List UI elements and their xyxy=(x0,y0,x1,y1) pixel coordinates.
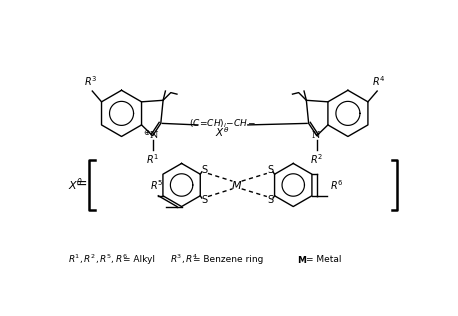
Text: S: S xyxy=(202,165,208,175)
Text: S: S xyxy=(267,165,273,175)
Text: $R^6$: $R^6$ xyxy=(330,178,344,192)
Text: = Metal: = Metal xyxy=(306,255,342,264)
Text: $R^5$: $R^5$ xyxy=(150,178,163,192)
Text: $R^2$: $R^2$ xyxy=(310,152,323,166)
Text: $R^3, R^4$: $R^3, R^4$ xyxy=(170,253,198,266)
Text: $(C\!=\!CH)_{l}\!-\!CH\!-$: $(C\!=\!CH)_{l}\!-\!CH\!-$ xyxy=(189,118,256,131)
Text: N: N xyxy=(312,131,320,140)
Text: $M$: $M$ xyxy=(231,179,243,191)
Text: $\mathbf{M}$: $\mathbf{M}$ xyxy=(297,254,307,265)
Text: $X^{\theta}$: $X^{\theta}$ xyxy=(215,125,230,139)
Text: = Alkyl: = Alkyl xyxy=(123,255,155,264)
Text: S: S xyxy=(267,195,273,205)
Text: $\oplus$: $\oplus$ xyxy=(143,128,151,137)
Text: $R^1$: $R^1$ xyxy=(146,152,159,166)
Text: =: = xyxy=(76,178,87,192)
Text: = Benzene ring: = Benzene ring xyxy=(193,255,263,264)
Text: $R^4$: $R^4$ xyxy=(372,74,386,88)
Text: N: N xyxy=(149,131,158,140)
Text: $R^1, R^2, R^5, R^6$: $R^1, R^2, R^5, R^6$ xyxy=(68,253,128,266)
Text: S: S xyxy=(202,195,208,205)
Text: $X^{\theta}$: $X^{\theta}$ xyxy=(68,177,83,193)
Text: $R^3$: $R^3$ xyxy=(84,74,98,88)
